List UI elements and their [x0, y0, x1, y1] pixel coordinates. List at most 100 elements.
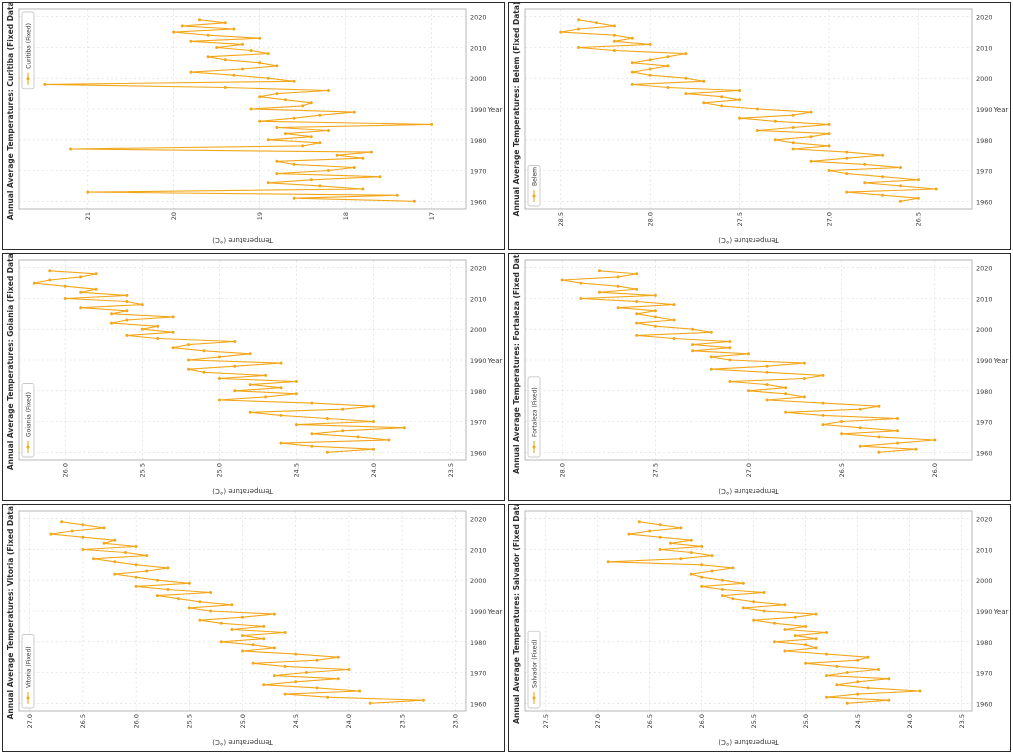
year-tick-label: 2000	[976, 326, 993, 334]
year-tick-label: 2000	[976, 75, 993, 83]
temp-tick-label: 26.0	[132, 714, 140, 728]
temp-tick-label: 26.0	[62, 463, 70, 477]
x-axis-title: Year	[993, 357, 1009, 365]
legend-marker-sample	[532, 696, 536, 700]
rotated-chart-vitoria: 23.0 23.5 24.0 24.5 25.0 25.5 26.0 26.5 27.0 1960…	[3, 505, 504, 751]
temperature-series	[606, 520, 922, 705]
legend-label: Vitoria (Fixed)	[25, 646, 32, 688]
temp-tick-label: 26.5	[915, 212, 923, 226]
temperature-series	[559, 18, 938, 203]
y-axis-title: Temperature (°C)	[212, 236, 274, 244]
legend-label: Belem	[531, 167, 538, 186]
year-tick-label: 1990	[470, 357, 487, 365]
temp-tick-label: 23.0	[452, 714, 460, 728]
temp-tick-label: 25.0	[802, 714, 810, 728]
year-tick-label: 1970	[470, 168, 487, 176]
chart-svg-belem: 26.5 27.0 27.5 28.0 28.5 1960 1970 1980 1990 2000…	[512, 3, 1009, 244]
chart-cell-curitiba: 17 18 19 20 21 1960 1970 1980 1990 2000 2010 2020 An…	[2, 2, 505, 250]
year-tick-label: 2020	[976, 516, 993, 524]
plot-area	[18, 510, 467, 712]
year-tick-label: 2000	[976, 577, 993, 585]
legend-marker-sample	[532, 445, 536, 449]
legend-marker-sample	[26, 77, 30, 81]
temp-tick-label: 25.5	[750, 714, 758, 728]
year-tick-label: 1980	[470, 388, 487, 396]
temp-tick-label: 24.5	[292, 714, 300, 728]
temp-tick-label: 27.0	[594, 714, 602, 728]
chart-title: Annual Average Temperatures: Curitiba (F…	[6, 3, 15, 220]
temp-tick-label: 23.5	[958, 714, 966, 728]
temp-tick-label: 27.5	[652, 463, 660, 477]
chart-cell-fortaleza: 26.0 26.5 27.0 27.5 28.0 1960 1970 1980 1990 2000…	[508, 253, 1011, 501]
temp-tick-label: 25.0	[216, 463, 224, 477]
year-tick-label: 1990	[470, 608, 487, 616]
legend: Fortaleza (Fixed)	[527, 376, 541, 458]
temp-tick-label: 24.0	[906, 714, 914, 728]
plot-area	[18, 259, 467, 461]
year-tick-label: 2020	[470, 14, 487, 22]
temp-tick-label: 25.5	[139, 463, 147, 477]
chart-title: Annual Average Temperatures: Goiania (Fi…	[6, 254, 15, 470]
year-tick-label: 2000	[470, 577, 487, 585]
year-tick-label: 1960	[976, 700, 993, 708]
year-tick-label: 2010	[470, 296, 487, 304]
rotated-chart-curitiba: 17 18 19 20 21 1960 1970 1980 1990 2000 2010 2020 An…	[3, 3, 504, 249]
temperature-series	[43, 18, 434, 203]
legend-marker-sample	[532, 194, 536, 198]
year-tick-label: 2000	[470, 75, 487, 83]
chart-cell-goiania: 23.5 24.0 24.5 25.0 25.5 26.0 1960 1970 1980 1990…	[2, 253, 505, 501]
temp-tick-label: 23.5	[398, 714, 406, 728]
axis-labels: 23.5 24.0 24.5 25.0 25.5 26.0 1960 1970 1980 1990…	[6, 254, 503, 495]
year-tick-label: 2010	[470, 45, 487, 53]
chart-title: Annual Average Temperatures: Belem (Fixe…	[512, 3, 521, 216]
temperature-series	[49, 520, 425, 705]
year-tick-label: 1970	[470, 419, 487, 427]
x-axis-title: Year	[487, 357, 503, 365]
temperature-series	[32, 269, 406, 454]
plot-area	[524, 510, 973, 712]
year-tick-label: 1980	[976, 639, 993, 647]
temp-tick-label: 26.5	[838, 463, 846, 477]
chart-svg-vitoria: 23.0 23.5 24.0 24.5 25.0 25.5 26.0 26.5 27.0 1960…	[6, 505, 503, 746]
chart-title: Annual Average Temperatures: Fortaleza (…	[512, 254, 521, 474]
year-tick-label: 1980	[470, 137, 487, 145]
chart-svg-salvador: 23.5 24.0 24.5 25.0 25.5 26.0 26.5 27.0 27.5 1960…	[512, 505, 1009, 746]
temp-tick-label: 24.0	[370, 463, 378, 477]
rotated-chart-goiania: 23.5 24.0 24.5 25.0 25.5 26.0 1960 1970 1980 1990…	[3, 254, 504, 500]
year-tick-label: 2010	[976, 547, 993, 555]
chart-svg-fortaleza: 26.0 26.5 27.0 27.5 28.0 1960 1970 1980 1990 2000…	[512, 254, 1009, 495]
year-tick-label: 2010	[976, 45, 993, 53]
temp-tick-label: 26.5	[646, 714, 654, 728]
temp-tick-label: 23.5	[447, 463, 455, 477]
axis-labels: 23.0 23.5 24.0 24.5 25.0 25.5 26.0 26.5 27.0 1960…	[6, 505, 503, 746]
year-tick-label: 1960	[470, 700, 487, 708]
temp-tick-label: 26.0	[931, 463, 939, 477]
year-tick-label: 1960	[470, 449, 487, 457]
year-tick-label: 1990	[976, 106, 993, 114]
temp-tick-label: 17	[428, 212, 436, 220]
y-axis-title: Temperature (°C)	[718, 487, 780, 495]
temp-tick-label: 19	[256, 212, 264, 220]
chart-title: Annual Average Temperatures: Vitoria (Fi…	[6, 505, 15, 719]
chart-svg-goiania: 23.5 24.0 24.5 25.0 25.5 26.0 1960 1970 1980 1990…	[6, 254, 503, 495]
legend: Goiania (Fixed)	[21, 383, 35, 458]
year-tick-label: 1980	[976, 388, 993, 396]
x-axis-title: Year	[487, 106, 503, 114]
axis-labels: 26.0 26.5 27.0 27.5 28.0 1960 1970 1980 1990 2000…	[512, 254, 1009, 495]
legend-label: Fortaleza (Fixed)	[531, 387, 538, 437]
year-tick-label: 2020	[470, 516, 487, 524]
x-axis-title: Year	[993, 106, 1009, 114]
temp-tick-label: 28.5	[557, 212, 565, 226]
temp-tick-label: 26.0	[698, 714, 706, 728]
rotated-chart-belem: 26.5 27.0 27.5 28.0 28.5 1960 1970 1980 1990 2000…	[509, 3, 1010, 249]
temp-tick-label: 27.5	[736, 212, 744, 226]
year-tick-label: 1980	[976, 137, 993, 145]
x-axis-title: Year	[993, 608, 1009, 616]
year-tick-label: 2010	[470, 547, 487, 555]
temperature-series	[560, 269, 937, 454]
chart-cell-vitoria: 23.0 23.5 24.0 24.5 25.0 25.5 26.0 26.5 27.0 1960…	[2, 504, 505, 752]
year-tick-label: 2020	[976, 14, 993, 22]
rotated-chart-fortaleza: 26.0 26.5 27.0 27.5 28.0 1960 1970 1980 1990 2000…	[509, 254, 1010, 500]
plot-area	[524, 259, 973, 461]
